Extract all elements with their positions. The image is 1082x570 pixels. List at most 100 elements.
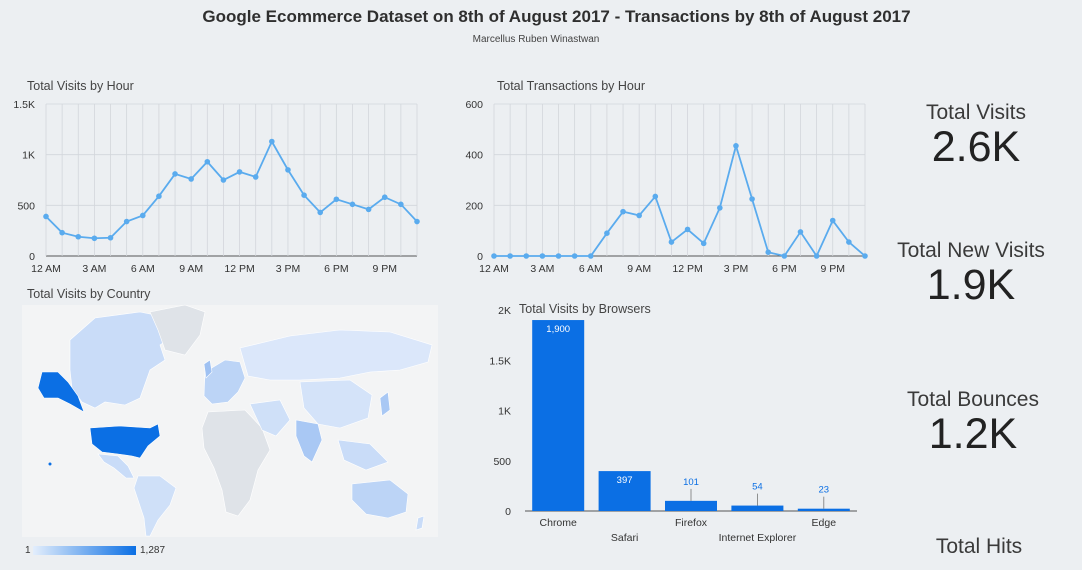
transactions-point [846,239,852,245]
transactions-x-tick-label: 6 AM [579,263,603,275]
browsers-category-label: Edge [812,517,837,529]
visits-point [75,233,82,240]
map-country-usa [89,423,161,459]
transactions-x-tick-label: 3 PM [724,263,749,275]
visits-point [333,196,340,203]
browsers-bar [731,505,784,511]
transactions-point [620,208,626,215]
map-color-legend [33,546,136,555]
visits-x-tick-label: 6 AM [131,263,155,275]
transactions-x-tick-label: 9 PM [820,263,845,275]
visits-point [220,177,227,183]
transactions-x-tick-label: 12 AM [479,263,509,275]
transactions-y-tick-label: 600 [465,99,483,111]
transactions-point [636,212,642,219]
transactions-point [749,196,755,202]
transactions-point [813,253,820,259]
transactions-point [684,226,691,233]
browsers-category-label: Chrome [540,517,578,529]
visits-x-tick-label: 9 PM [372,263,397,275]
kpi-value: 2.6K [931,123,1021,171]
browsers-bar [598,471,651,511]
transactions-point [571,253,578,259]
transactions-point [539,253,546,259]
transactions-point [604,230,610,236]
visits-point [107,234,114,241]
map-country-china [299,379,373,429]
visits-by-country-title: Total Visits by Country [27,287,151,301]
browsers-bar [532,320,585,511]
transactions-point [491,253,497,259]
map-country-uk [203,359,213,379]
visits-point [188,176,194,182]
browsers-y-tick-label: 500 [493,456,511,468]
transactions-y-tick-label: 200 [465,200,483,212]
kpi-value: 1.2K [928,410,1018,458]
map-country-brazil [133,475,177,537]
browsers-category-label: Safari [611,532,638,544]
transactions-y-tick-label: 0 [477,251,483,263]
visits-point [365,206,372,213]
browsers-bar [665,500,717,511]
visits-point [398,201,404,208]
browsers-data-label: 23 [819,485,830,496]
browsers-y-tick-label: 1K [498,406,511,418]
transactions-point [587,253,594,259]
transactions-point [507,253,513,259]
map-country-japan [379,391,391,417]
transactions-point [523,253,530,259]
map-country-greenland [149,304,206,356]
transactions-point [700,240,707,247]
browsers-y-tick-label: 2K [498,305,511,317]
browsers-bar [797,508,850,511]
map-legend-min: 1 [25,545,31,556]
map-country-europe [203,359,246,405]
visits-x-tick-label: 3 AM [82,263,106,275]
visits-x-tick-label: 12 AM [31,263,61,275]
browsers-data-label: 1,900 [546,324,570,335]
browsers-y-tick-label: 1.5K [489,355,511,367]
transactions-point [733,143,739,149]
transactions-x-tick-label: 12 PM [672,263,702,275]
visits-point [236,169,243,175]
browsers-category-label: Internet Explorer [719,532,797,544]
browsers-category-label: Firefox [675,517,708,529]
browsers-data-label: 101 [683,477,699,488]
visits-y-tick-label: 500 [17,200,35,212]
browsers-data-label: 397 [617,475,633,486]
visits-point [139,212,146,219]
transactions-x-tick-label: 6 PM [772,263,797,275]
map-country-india [295,419,323,463]
map-country-russia [239,329,433,381]
visits-x-tick-label: 12 PM [224,263,254,275]
visits-point [156,193,162,200]
transactions-point [765,249,772,255]
kpi-label: Total Bounces [907,388,1039,411]
transactions-point [829,217,836,224]
dashboard-subtitle: Marcellus Ruben Winastwan [472,34,600,45]
visits-x-tick-label: 6 PM [324,263,349,275]
visits-y-tick-label: 1K [22,150,35,162]
visits-y-tick-label: 1.5K [13,99,35,111]
transactions-point [797,229,804,235]
visits-x-tick-label: 9 AM [179,263,203,275]
visits-by-hour-title: Total Visits by Hour [27,79,134,93]
kpi-label: Total Visits [926,101,1026,124]
map-country-new-zealand [415,515,425,531]
transactions-point [862,253,868,259]
transactions-point [555,253,562,259]
map-country-middle-east [249,399,291,437]
visits-point [317,209,324,216]
browsers-data-label: 54 [752,482,763,493]
dashboard-title: Google Ecommerce Dataset on 8th of Augus… [202,7,911,26]
kpi-label: Total New Visits [897,239,1045,262]
kpi-total-bounces: Total Bounces 1.2K [873,388,1073,457]
map-country-se-asia [337,439,389,471]
visits-point [43,213,49,220]
visits-point [301,192,307,198]
kpi-label: Total Hits [935,535,1023,558]
